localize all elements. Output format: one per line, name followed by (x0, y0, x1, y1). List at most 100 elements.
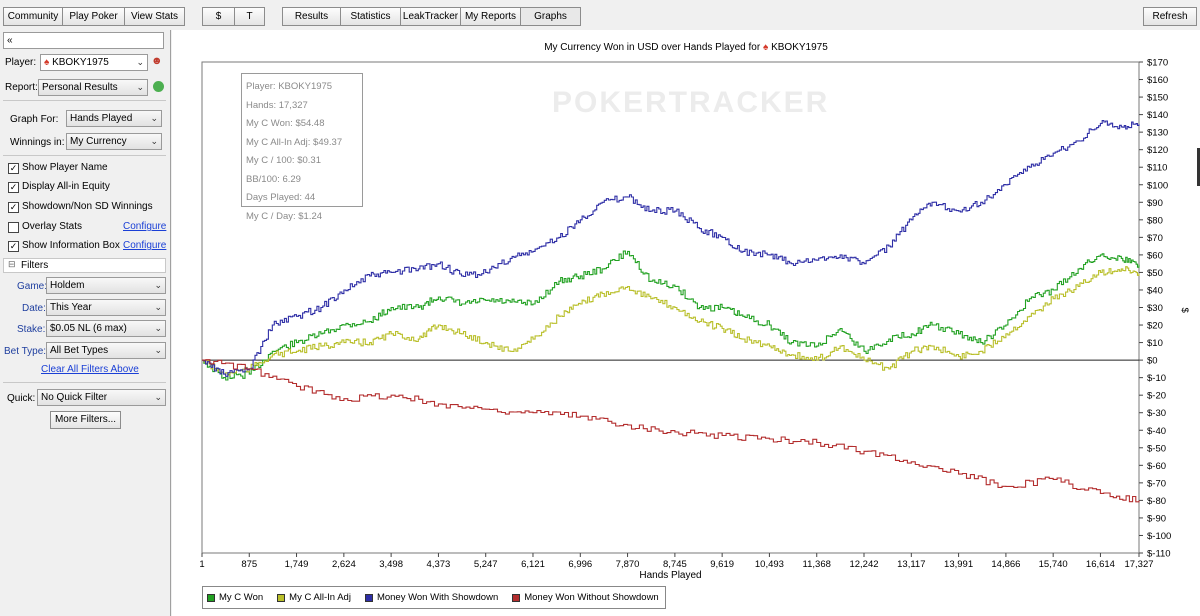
currency-dollar-button[interactable]: $ (202, 7, 235, 26)
x-tick-label: 14,866 (991, 559, 1020, 570)
report-refresh-icon[interactable] (153, 81, 164, 92)
poker-chip-icon: ♠ (44, 57, 53, 68)
legend-label: Money Won Without Showdown (524, 592, 659, 603)
game-select[interactable]: Holdem ⌄ (46, 277, 166, 294)
graph-for-label: Graph For: (10, 114, 59, 125)
x-tick-label: 16,614 (1086, 559, 1115, 570)
bet-type-value: All Bet Types (50, 345, 109, 356)
pokertracker-watermark: POKERTRACKER (552, 86, 830, 119)
y-tick-label: $40 (1147, 285, 1163, 296)
collapse-icon[interactable]: ⊟ (8, 259, 16, 269)
tab-leaktracker[interactable]: LeakTracker (400, 7, 461, 26)
community-button[interactable]: Community (3, 7, 63, 26)
chevron-down-icon: ⌄ (154, 280, 162, 290)
report-select[interactable]: Personal Results ⌄ (38, 79, 148, 96)
series-line-2 (202, 266, 1140, 376)
date-label: Date: (22, 303, 46, 314)
left-settings-panel: « Player: ♠ KBOKY1975 ⌄ ☻ Report: Person… (0, 30, 171, 616)
bet-type-select[interactable]: All Bet Types ⌄ (46, 342, 166, 359)
y-tick-label: $160 (1147, 75, 1168, 86)
overlay-stats-configure-link[interactable]: Configure (123, 221, 167, 232)
chart-title-text: My Currency Won in USD over Hands Played… (544, 42, 761, 53)
information-box[interactable]: Player: KBOKY1975 Hands: 17,327 My C Won… (241, 73, 363, 222)
y-tick-label: $-90 (1147, 513, 1166, 524)
tab-results[interactable]: Results (282, 7, 341, 26)
player-label: Player: (5, 57, 37, 68)
info-hands: Hands: 17,327 (246, 99, 308, 111)
y-tick-label: $100 (1147, 180, 1168, 191)
info-box-configure-link[interactable]: Configure (123, 240, 167, 251)
tab-graphs[interactable]: Graphs (520, 7, 581, 26)
chevron-down-icon: ⌄ (136, 57, 144, 67)
chevron-down-icon: ⌄ (154, 345, 162, 355)
series-line-3 (202, 119, 1140, 377)
divider (3, 382, 166, 383)
view-stats-button[interactable]: View Stats (124, 7, 185, 26)
quick-label: Quick: (7, 393, 36, 404)
y-tick-label: $-60 (1147, 461, 1166, 472)
info-won: My C Won: $54.48 (246, 118, 325, 129)
chevron-down-icon: ⌄ (150, 136, 158, 146)
poker-chip-icon: ♠ (762, 42, 769, 53)
chevron-down-icon: ⌄ (154, 392, 162, 402)
winnings-value: My Currency (70, 136, 127, 147)
more-filters-button[interactable]: More Filters... (50, 411, 121, 429)
x-tick-label: 3,498 (379, 559, 403, 570)
y-tick-label: $150 (1147, 93, 1168, 104)
search-input[interactable]: « (3, 32, 164, 49)
x-tick-label: 11,368 (803, 559, 831, 570)
filters-header[interactable]: ⊟ Filters (3, 258, 166, 273)
display-allin-equity-checkbox[interactable]: ✓ (8, 182, 19, 193)
legend-item[interactable]: My C All-In Adj (277, 592, 351, 603)
collapse-icon[interactable]: « (7, 35, 13, 46)
legend-label: My C Won (219, 592, 264, 603)
tab-my-reports[interactable]: My Reports (460, 7, 521, 26)
x-tick-label: 8,745 (663, 559, 687, 570)
x-tick-label: 2,624 (332, 559, 356, 570)
y-tick-label: $130 (1147, 128, 1168, 139)
date-select[interactable]: This Year ⌄ (46, 299, 166, 316)
date-value: This Year (50, 302, 92, 313)
x-tick-label: 15,740 (1039, 559, 1068, 570)
y-tick-label: $-70 (1147, 478, 1166, 489)
y-tick-label: $20 (1147, 321, 1163, 332)
user-icon[interactable]: ☻ (151, 55, 163, 67)
stake-value: $0.05 NL (6 max) (50, 323, 127, 334)
clear-filters-link[interactable]: Clear All Filters Above (41, 364, 139, 375)
stake-select[interactable]: $0.05 NL (6 max) ⌄ (46, 320, 166, 337)
overlay-stats-checkbox[interactable] (8, 222, 19, 233)
player-select-value: KBOKY1975 (52, 57, 109, 68)
play-poker-button[interactable]: Play Poker (62, 7, 125, 26)
winnings-select[interactable]: My Currency ⌄ (66, 133, 162, 150)
legend-item[interactable]: Money Won With Showdown (364, 592, 499, 603)
x-tick-label: 13,117 (897, 559, 925, 570)
report-label: Report: (5, 82, 38, 93)
x-tick-label: 9,619 (710, 559, 734, 570)
info-allin-adj: My C All-In Adj: $49.37 (246, 136, 343, 148)
x-tick-label: 17,327 (1124, 559, 1153, 570)
scrollbar-grip[interactable] (1197, 148, 1200, 186)
series-line-1 (202, 250, 1140, 381)
quick-filter-select[interactable]: No Quick Filter ⌄ (37, 389, 166, 406)
graph-for-select[interactable]: Hands Played ⌄ (66, 110, 162, 127)
legend-item[interactable]: Money Won Without Showdown (512, 592, 659, 603)
filters-header-label: Filters (21, 260, 49, 271)
showdown-winnings-checkbox[interactable]: ✓ (8, 202, 19, 213)
legend-label: Money Won With Showdown (376, 592, 499, 603)
tab-statistics[interactable]: Statistics (340, 7, 401, 26)
showdown-winnings-label: Showdown/Non SD Winnings (22, 201, 153, 212)
x-tick-label: 6,996 (568, 559, 592, 570)
show-player-name-checkbox[interactable]: ✓ (8, 163, 19, 174)
chevron-down-icon: ⌄ (150, 113, 158, 123)
y-tick-label: $0 (1147, 356, 1158, 367)
chart-svg[interactable]: $170 $160 $150 $140 $130 $120 $110 $100 $90 $80 $7… (172, 30, 1200, 616)
report-select-value: Personal Results (42, 82, 118, 93)
refresh-button[interactable]: Refresh (1143, 7, 1197, 26)
tournament-button[interactable]: T (234, 7, 265, 26)
legend-swatch (277, 593, 286, 602)
player-select[interactable]: ♠ KBOKY1975 ⌄ (40, 54, 148, 71)
divider (3, 100, 166, 101)
legend-item[interactable]: My C Won (207, 592, 263, 603)
show-info-box-checkbox[interactable]: ✓ (8, 241, 19, 252)
legend-swatch (512, 593, 521, 602)
